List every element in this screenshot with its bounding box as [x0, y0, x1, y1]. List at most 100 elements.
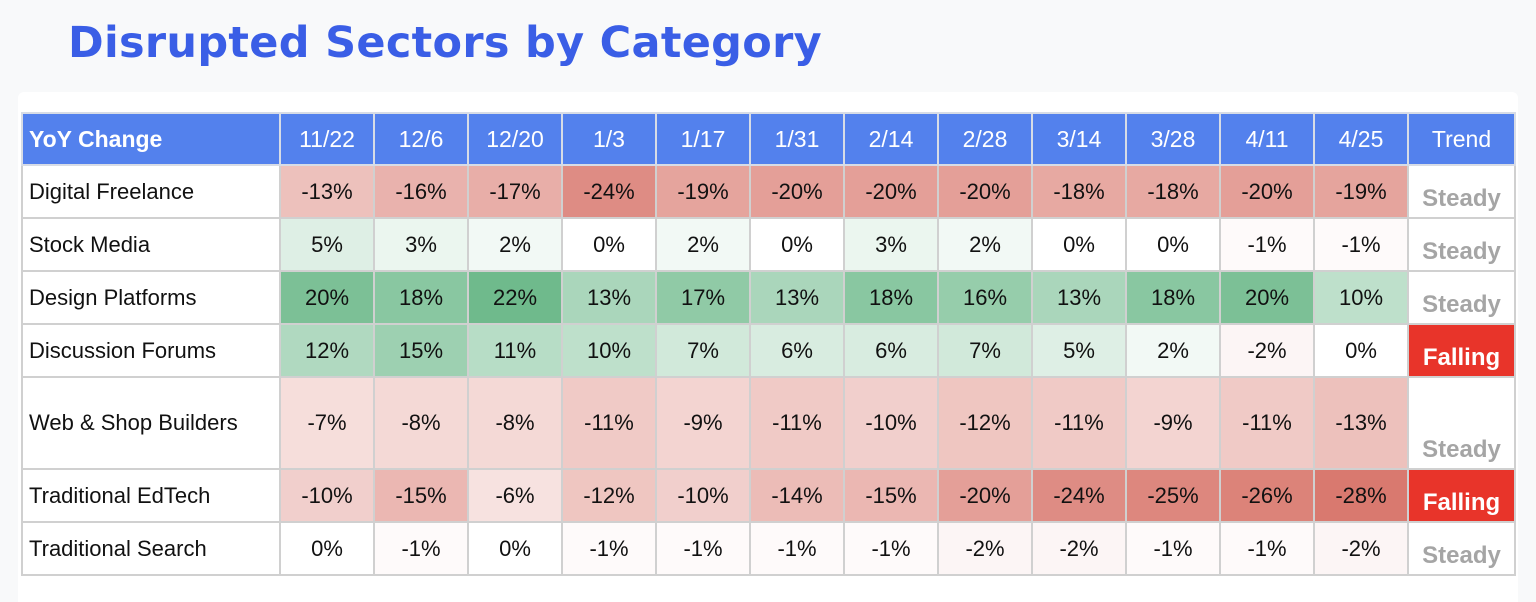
- heatmap-cell: -8%: [373, 376, 469, 470]
- heatmap-cell: -1%: [1125, 521, 1221, 576]
- column-header: 2/14: [843, 112, 939, 166]
- heatmap-cell: -17%: [467, 164, 563, 219]
- heatmap-cell: 3%: [373, 217, 469, 272]
- heatmap-cell: -2%: [937, 521, 1033, 576]
- column-header: 12/20: [467, 112, 563, 166]
- heatmap-cell: 0%: [279, 521, 375, 576]
- heatmap-cell: -10%: [279, 468, 375, 523]
- heatmap-cell: 13%: [561, 270, 657, 325]
- heatmap-cell: -1%: [373, 521, 469, 576]
- heatmap-cell: -11%: [1219, 376, 1315, 470]
- heatmap-cell: -25%: [1125, 468, 1221, 523]
- heatmap-cell: -20%: [749, 164, 845, 219]
- heatmap-cell: 22%: [467, 270, 563, 325]
- heatmap-cell: 7%: [655, 323, 751, 378]
- heatmap-cell: 2%: [467, 217, 563, 272]
- heatmap-cell: 18%: [1125, 270, 1221, 325]
- heatmap-cell: 16%: [937, 270, 1033, 325]
- heatmap-cell: -10%: [843, 376, 939, 470]
- row-label: Digital Freelance: [21, 164, 281, 219]
- heatmap-cell: -11%: [749, 376, 845, 470]
- column-header: 11/22: [279, 112, 375, 166]
- heatmap-cell: -14%: [749, 468, 845, 523]
- heatmap-cell: 5%: [279, 217, 375, 272]
- heatmap-cell: 18%: [373, 270, 469, 325]
- heatmap-cell: 6%: [749, 323, 845, 378]
- table-row: Discussion Forums 12% 15% 11% 10% 7% 6% 6% 7% 5% 2…: [21, 323, 1516, 378]
- heatmap-cell: -6%: [467, 468, 563, 523]
- heatmap-cell: 17%: [655, 270, 751, 325]
- heatmap-cell: 3%: [843, 217, 939, 272]
- heatmap-cell: -20%: [1219, 164, 1315, 219]
- heatmap-cell: -1%: [1313, 217, 1409, 272]
- heatmap-cell: 7%: [937, 323, 1033, 378]
- heatmap-cell: -1%: [749, 521, 845, 576]
- row-label: Traditional Search: [21, 521, 281, 576]
- table-row: Design Platforms 20% 18% 22% 13% 17% 13% 18% 16%…: [21, 270, 1516, 325]
- heatmap-cell: -8%: [467, 376, 563, 470]
- heatmap-cell: -2%: [1219, 323, 1315, 378]
- heatmap-cell: -11%: [561, 376, 657, 470]
- corner-header: YoY Change: [21, 112, 281, 166]
- heatmap-cell: -2%: [1313, 521, 1409, 576]
- table-row: Digital Freelance -13% -16% -17% -24% -19% -20…: [21, 164, 1516, 219]
- heatmap-cell: 20%: [279, 270, 375, 325]
- heatmap-cell: -9%: [655, 376, 751, 470]
- row-label: Traditional EdTech: [21, 468, 281, 523]
- heatmap-cell: -1%: [1219, 217, 1315, 272]
- trend-badge: Steady: [1407, 164, 1516, 219]
- heatmap-cell: 0%: [561, 217, 657, 272]
- heatmap-cell: -20%: [937, 468, 1033, 523]
- heatmap-cell: 0%: [749, 217, 845, 272]
- table-row: Web & Shop Builders -7% -8% -8% -11% -9% -11% -…: [21, 376, 1516, 470]
- table-row: Traditional Search 0% -1% 0% -1% -1% -1% -1% -2%…: [21, 521, 1516, 576]
- heatmap-cell: -26%: [1219, 468, 1315, 523]
- heatmap-cell: -1%: [655, 521, 751, 576]
- heatmap-cell: 0%: [467, 521, 563, 576]
- row-label: Discussion Forums: [21, 323, 281, 378]
- row-label: Stock Media: [21, 217, 281, 272]
- heatmap-cell: -13%: [1313, 376, 1409, 470]
- heatmap-cell: -7%: [279, 376, 375, 470]
- heatmap-cell: -9%: [1125, 376, 1221, 470]
- heatmap-cell: -12%: [561, 468, 657, 523]
- heatmap-cell: 10%: [561, 323, 657, 378]
- heatmap-cell: 11%: [467, 323, 563, 378]
- heatmap-cell: -12%: [937, 376, 1033, 470]
- heatmap-cell: -13%: [279, 164, 375, 219]
- heatmap-cell: 2%: [1125, 323, 1221, 378]
- heatmap-cell: -18%: [1125, 164, 1221, 219]
- trend-badge: Falling: [1407, 323, 1516, 378]
- trend-header: Trend: [1407, 112, 1516, 166]
- trend-badge: Steady: [1407, 270, 1516, 325]
- page-title: Disrupted Sectors by Category: [68, 18, 822, 68]
- column-header: 4/25: [1313, 112, 1409, 166]
- column-header: 4/11: [1219, 112, 1315, 166]
- heatmap-cell: 6%: [843, 323, 939, 378]
- heatmap-cell: 0%: [1125, 217, 1221, 272]
- heatmap-cell: -2%: [1031, 521, 1127, 576]
- heatmap-cell: -15%: [373, 468, 469, 523]
- heatmap-cell: -11%: [1031, 376, 1127, 470]
- heatmap-cell: -16%: [373, 164, 469, 219]
- trend-badge: Falling: [1407, 468, 1516, 523]
- row-label: Design Platforms: [21, 270, 281, 325]
- heatmap-cell: 20%: [1219, 270, 1315, 325]
- heatmap-cell: -1%: [843, 521, 939, 576]
- heatmap-cell: -28%: [1313, 468, 1409, 523]
- heatmap-cell: 13%: [749, 270, 845, 325]
- heatmap-cell: 5%: [1031, 323, 1127, 378]
- heatmap-table: YoY Change 11/22 12/6 12/20 1/3 1/17 1/31 2/14 2…: [21, 112, 1516, 576]
- heatmap-cell: -20%: [937, 164, 1033, 219]
- heatmap-cell: -19%: [1313, 164, 1409, 219]
- heatmap-cell: 10%: [1313, 270, 1409, 325]
- column-header: 1/17: [655, 112, 751, 166]
- header-row: YoY Change 11/22 12/6 12/20 1/3 1/17 1/31 2/14 2…: [21, 112, 1516, 166]
- table-row: Traditional EdTech -10% -15% -6% -12% -10% -14…: [21, 468, 1516, 523]
- column-header: 2/28: [937, 112, 1033, 166]
- heatmap-cell: -19%: [655, 164, 751, 219]
- column-header: 1/31: [749, 112, 845, 166]
- column-header: 12/6: [373, 112, 469, 166]
- heatmap-cell: -18%: [1031, 164, 1127, 219]
- heatmap-cell: 18%: [843, 270, 939, 325]
